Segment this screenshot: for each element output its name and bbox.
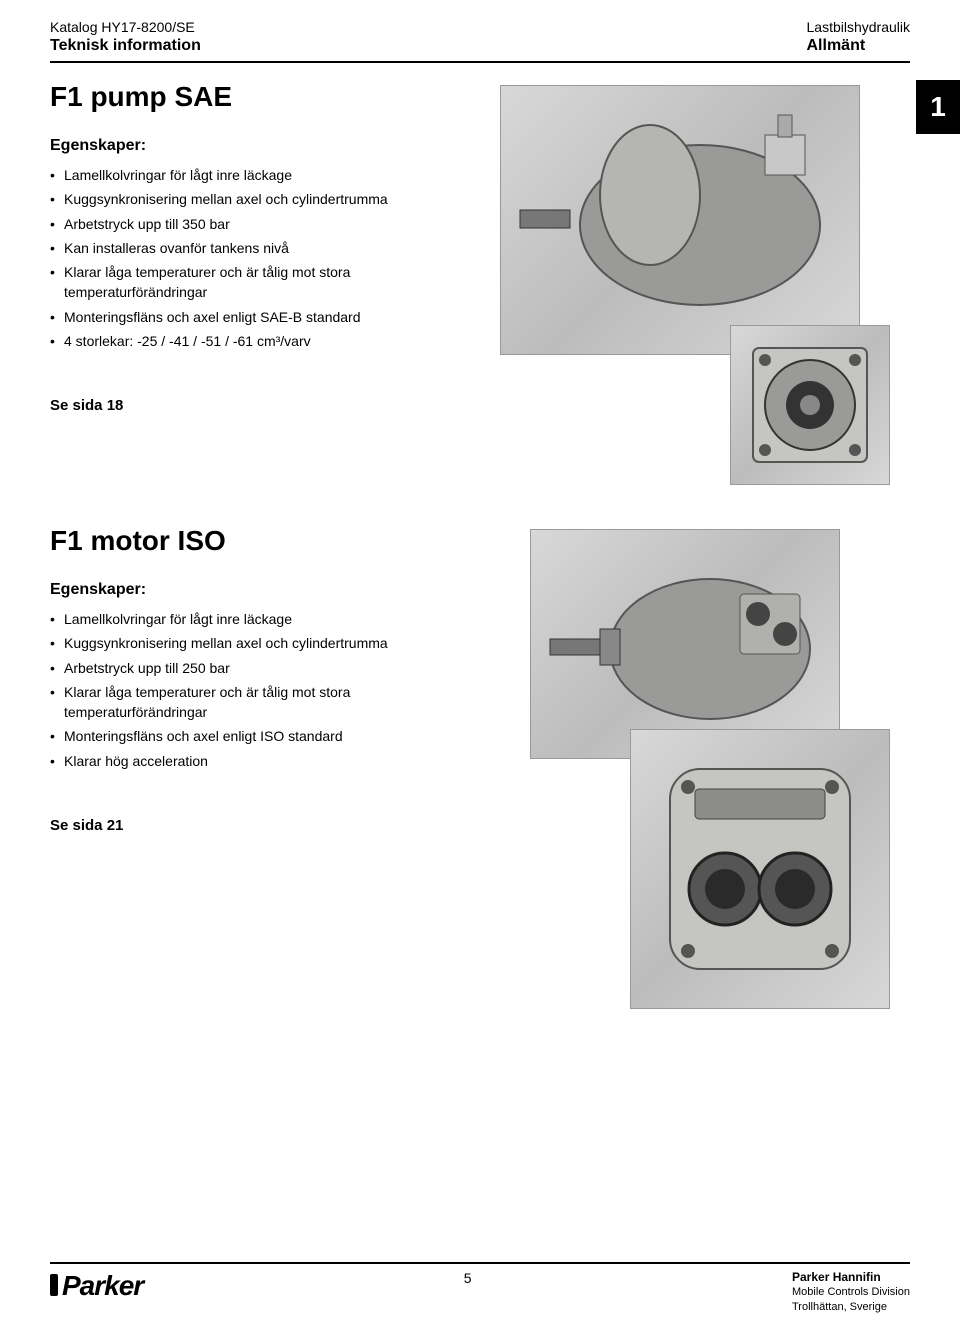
header-left: Katalog HY17-8200/SE Teknisk information bbox=[50, 18, 201, 57]
header-right: Lastbilshydraulik Allmänt bbox=[807, 18, 911, 57]
see-page-18: Se sida 18 bbox=[50, 397, 470, 414]
section2-title: F1 motor ISO bbox=[50, 525, 470, 557]
section-f1-motor: F1 motor ISO Egenskaper: Lamellkolvringa… bbox=[50, 525, 910, 1009]
motor-icon bbox=[540, 539, 830, 749]
section1-subtitle: Egenskaper: bbox=[50, 137, 470, 155]
list-item: 4 storlekar: -25 / -41 / -51 / -61 cm³/v… bbox=[50, 331, 470, 351]
section1-feature-list: Lamellkolvringar för lågt inre läckage K… bbox=[50, 165, 470, 351]
tech-info-label: Teknisk information bbox=[50, 36, 201, 57]
footer-division: Mobile Controls Division bbox=[792, 1285, 910, 1299]
list-item: Lamellkolvringar för lågt inre läckage bbox=[50, 609, 470, 629]
see-page-21: Se sida 21 bbox=[50, 817, 470, 834]
section-f1-pump: F1 pump SAE Egenskaper: Lamellkolvringar… bbox=[50, 81, 910, 485]
motor-end-icon bbox=[640, 739, 880, 999]
motor-image bbox=[530, 529, 840, 759]
list-item: Klarar låga temperaturer och är tålig mo… bbox=[50, 682, 470, 723]
list-item: Monteringsfläns och axel enligt ISO stan… bbox=[50, 726, 470, 746]
list-item: Kuggsynkronisering mellan axel och cylin… bbox=[50, 189, 470, 209]
catalog-id: Katalog HY17-8200/SE bbox=[50, 18, 201, 36]
list-item: Kan installeras ovanför tankens nivå bbox=[50, 238, 470, 258]
list-item: Arbetstryck upp till 350 bar bbox=[50, 214, 470, 234]
footer-location: Trollhättan, Sverige bbox=[792, 1300, 910, 1314]
flange-icon bbox=[735, 330, 885, 480]
section2-feature-list: Lamellkolvringar för lågt inre läckage K… bbox=[50, 609, 470, 771]
list-item: Arbetstryck upp till 250 bar bbox=[50, 658, 470, 678]
pump-icon bbox=[510, 95, 850, 345]
page-tab: 1 bbox=[916, 80, 960, 134]
list-item: Monteringsfläns och axel enligt SAE-B st… bbox=[50, 307, 470, 327]
section1-text: F1 pump SAE Egenskaper: Lamellkolvringar… bbox=[50, 81, 470, 485]
list-item: Klarar hög acceleration bbox=[50, 751, 470, 771]
section1-images bbox=[490, 81, 910, 485]
flange-image bbox=[730, 325, 890, 485]
footer-company-block: Parker Hannifin Mobile Controls Division… bbox=[792, 1270, 910, 1314]
section2-subtitle: Egenskaper: bbox=[50, 581, 470, 599]
page-header: Katalog HY17-8200/SE Teknisk information… bbox=[50, 18, 910, 63]
footer-rule bbox=[50, 1262, 910, 1264]
topic-label: Lastbilshydraulik bbox=[807, 18, 911, 36]
footer-company: Parker Hannifin bbox=[792, 1270, 910, 1286]
list-item: Lamellkolvringar för lågt inre läckage bbox=[50, 165, 470, 185]
section1-title: F1 pump SAE bbox=[50, 81, 470, 113]
section2-images bbox=[490, 525, 910, 1009]
pump-image bbox=[500, 85, 860, 355]
parker-logo: Parker bbox=[50, 1270, 143, 1302]
section2-text: F1 motor ISO Egenskaper: Lamellkolvringa… bbox=[50, 525, 470, 1009]
list-item: Kuggsynkronisering mellan axel och cylin… bbox=[50, 633, 470, 653]
subtopic-label: Allmänt bbox=[807, 36, 911, 57]
page-footer: Parker 5 Parker Hannifin Mobile Controls… bbox=[50, 1262, 910, 1314]
list-item: Klarar låga temperaturer och är tålig mo… bbox=[50, 262, 470, 303]
motor-end-image bbox=[630, 729, 890, 1009]
page-number: 5 bbox=[143, 1270, 792, 1286]
footer-row: Parker 5 Parker Hannifin Mobile Controls… bbox=[50, 1270, 910, 1314]
